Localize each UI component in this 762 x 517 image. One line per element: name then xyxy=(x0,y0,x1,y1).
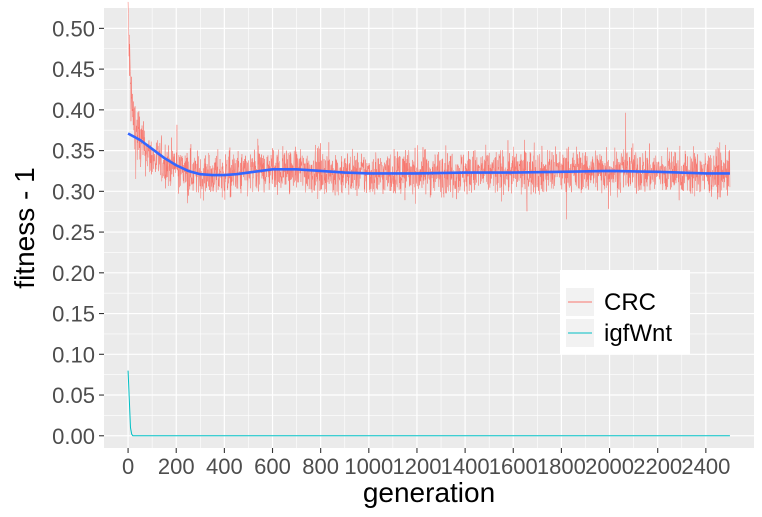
x-axis-title: generation xyxy=(363,477,495,508)
y-tick-label: 0.40 xyxy=(52,98,95,123)
x-tick-label: 400 xyxy=(206,454,243,479)
smooth-trend-line xyxy=(127,132,730,177)
y-tick-label: 0.35 xyxy=(52,139,95,164)
plot-panel xyxy=(104,8,754,448)
x-axis-ticks: 0 200 400 600 800 1000 1200 1400 1600 1800 2000 220… xyxy=(122,448,730,479)
x-tick-label: 2000 xyxy=(585,454,634,479)
legend-label-igfwnt: igfWnt xyxy=(604,320,672,347)
x-tick-label: 600 xyxy=(254,454,291,479)
series-layer xyxy=(127,1,731,437)
x-tick-label: 1400 xyxy=(441,454,490,479)
y-tick-label: 0.30 xyxy=(52,179,95,204)
legend-item-igfwnt: igfWnt xyxy=(566,319,672,347)
y-tick-label: 0.50 xyxy=(52,16,95,41)
legend: CRC igfWnt xyxy=(560,270,690,354)
legend-label-crc: CRC xyxy=(604,289,656,316)
y-tick-label: 0.05 xyxy=(52,383,95,408)
legend-item-crc: CRC xyxy=(566,288,656,316)
grid-minor xyxy=(104,8,754,448)
y-tick-label: 0.15 xyxy=(52,302,95,327)
x-tick-label: 1600 xyxy=(489,454,538,479)
y-axis-ticks: 0.00 0.05 0.10 0.15 0.20 0.25 0.30 0.35 0.40 0.45… xyxy=(52,16,104,449)
x-tick-label: 1800 xyxy=(537,454,586,479)
x-tick-label: 1200 xyxy=(392,454,441,479)
x-tick-label: 2200 xyxy=(633,454,682,479)
y-tick-label: 0.45 xyxy=(52,57,95,82)
y-axis-title: fitness - 1 xyxy=(9,167,40,288)
x-tick-label: 0 xyxy=(122,454,134,479)
x-tick-label: 1000 xyxy=(344,454,393,479)
x-tick-label: 2400 xyxy=(681,454,730,479)
y-tick-label: 0.20 xyxy=(52,261,95,286)
x-tick-label: 200 xyxy=(158,454,195,479)
y-tick-label: 0.10 xyxy=(52,342,95,367)
series-line-igfwnt xyxy=(127,370,730,437)
y-tick-label: 0.25 xyxy=(52,220,95,245)
y-tick-label: 0.00 xyxy=(52,424,95,449)
x-tick-label: 800 xyxy=(302,454,339,479)
